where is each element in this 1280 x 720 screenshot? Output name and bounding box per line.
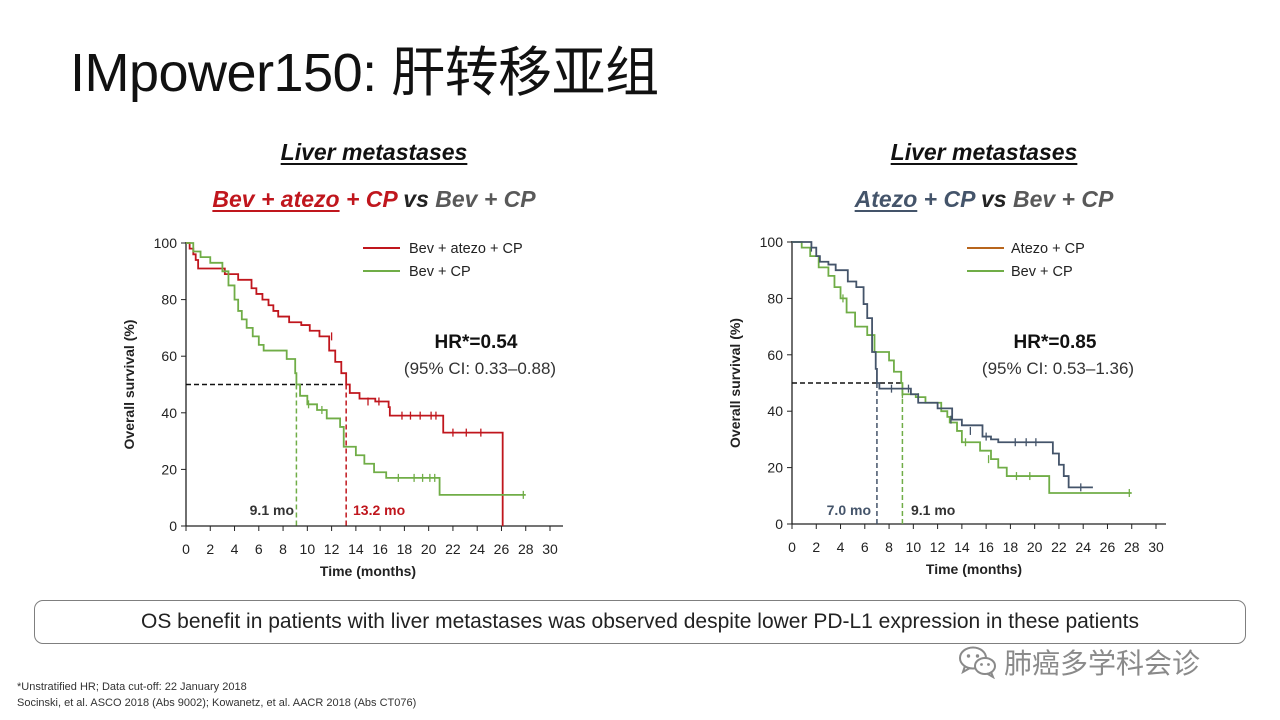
x-tick-label: 2 — [812, 539, 820, 555]
km-chart-1: 0 2 4 6 8 10 12 14 16 18 20 22 24 26 28 30020406080100T… — [121, 235, 563, 579]
median-label: 13.2 mo — [353, 502, 405, 518]
survival-curve — [186, 242, 526, 496]
y-tick-label: 20 — [767, 460, 783, 476]
confidence-interval-label: (95% CI: 0.53–1.36) — [982, 359, 1134, 378]
y-tick-label: 60 — [161, 348, 177, 364]
x-tick-label: 14 — [348, 541, 364, 557]
x-tick-label: 12 — [324, 541, 340, 557]
panel-1-arm-a-suffix: + CP — [339, 186, 397, 212]
x-tick-label: 2 — [206, 541, 214, 557]
x-tick-label: 6 — [861, 539, 869, 555]
y-tick-label: 40 — [767, 403, 783, 419]
y-axis-title: Overall survival (%) — [727, 318, 743, 448]
x-tick-label: 0 — [182, 541, 190, 557]
panel-2-arm-a-suffix: + CP — [917, 186, 975, 212]
x-tick-label: 26 — [494, 541, 510, 557]
y-axis-title: Overall survival (%) — [121, 320, 137, 450]
x-tick-label: 22 — [1051, 539, 1067, 555]
y-tick-label: 0 — [775, 516, 783, 532]
survival-curve — [792, 241, 1093, 489]
y-tick-label: 100 — [760, 234, 784, 250]
legend-label: Bev + atezo + CP — [409, 241, 523, 257]
median-label: 9.1 mo — [911, 502, 955, 518]
legend-label: Bev + CP — [1011, 264, 1073, 280]
x-tick-label: 20 — [421, 541, 437, 557]
hazard-ratio-label: HR*=0.54 — [435, 332, 518, 353]
x-tick-label: 26 — [1100, 539, 1116, 555]
x-tick-label: 28 — [518, 541, 534, 557]
km-chart-2: 0 2 4 6 8 10 12 14 16 18 20 22 24 26 28 30020406080100T… — [727, 234, 1166, 577]
x-tick-label: 22 — [445, 541, 461, 557]
panel-1-arm-a: Bev + atezo — [212, 186, 340, 212]
watermark: 肺癌多学科会诊 — [958, 642, 1200, 682]
x-tick-label: 8 — [279, 541, 287, 557]
x-tick-label: 24 — [1075, 539, 1091, 555]
y-tick-label: 100 — [154, 235, 178, 251]
x-tick-label: 16 — [372, 541, 388, 557]
y-tick-label: 80 — [767, 290, 783, 306]
x-tick-label: 30 — [542, 541, 558, 557]
panel-2-heading: Liver metastases — [724, 139, 1244, 166]
conclusion-box: OS benefit in patients with liver metast… — [34, 600, 1246, 644]
legend-label: Bev + CP — [409, 264, 471, 280]
legend-label: Atezo + CP — [1011, 241, 1085, 257]
x-tick-label: 16 — [978, 539, 994, 555]
x-tick-label: 30 — [1148, 539, 1164, 555]
x-tick-label: 4 — [837, 539, 845, 555]
survival-curve — [792, 241, 1132, 494]
x-axis-title: Time (months) — [926, 561, 1022, 577]
panel-1-heading: Liver metastases — [114, 139, 634, 166]
x-tick-label: 24 — [469, 541, 485, 557]
confidence-interval-label: (95% CI: 0.33–0.88) — [404, 359, 556, 378]
watermark-text: 肺癌多学科会诊 — [1004, 648, 1201, 679]
y-tick-label: 80 — [161, 292, 177, 308]
survival-curve — [186, 242, 504, 526]
panel-2-subgroup-title: Liver metastases — [890, 139, 1078, 165]
panel-2-arm-b: Bev + CP — [1012, 186, 1114, 212]
x-tick-label: 14 — [954, 539, 970, 555]
km-charts: 0 2 4 6 8 10 12 14 16 18 20 22 24 26 28 30020406080100T… — [121, 234, 1166, 579]
x-tick-label: 10 — [906, 539, 922, 555]
footnote-hr: *Unstratified HR; Data cut-off: 22 Janua… — [17, 681, 247, 693]
panel-2-comparison: Atezo + CP vs Bev + CP — [724, 186, 1244, 213]
footnote-references: Socinski, et al. ASCO 2018 (Abs 9002); K… — [17, 697, 417, 709]
y-tick-label: 0 — [169, 518, 177, 534]
x-axis-title: Time (months) — [320, 563, 416, 579]
panel-2-vs: vs — [974, 186, 1013, 212]
hazard-ratio-label: HR*=0.85 — [1014, 332, 1097, 353]
x-tick-label: 6 — [255, 541, 263, 557]
panel-1-subgroup-title: Liver metastases — [280, 139, 468, 165]
panel-2-arm-a: Atezo — [854, 186, 918, 212]
y-tick-label: 40 — [161, 405, 177, 421]
x-tick-label: 28 — [1124, 539, 1140, 555]
y-tick-label: 20 — [161, 461, 177, 477]
x-tick-label: 0 — [788, 539, 796, 555]
panel-1-vs: vs — [396, 186, 436, 212]
median-label: 7.0 mo — [827, 502, 871, 518]
x-tick-label: 18 — [1003, 539, 1019, 555]
x-tick-label: 10 — [300, 541, 316, 557]
panel-1-arm-b: Bev + CP — [435, 186, 536, 212]
x-tick-label: 20 — [1027, 539, 1043, 555]
panel-1-comparison: Bev + atezo + CP vs Bev + CP — [114, 186, 634, 213]
wechat-icon — [959, 646, 996, 679]
x-tick-label: 8 — [885, 539, 893, 555]
page-title: IMpower150: 肝转移亚组 — [70, 43, 659, 103]
x-tick-label: 18 — [397, 541, 413, 557]
conclusion-text: OS benefit in patients with liver metast… — [140, 610, 1139, 633]
y-tick-label: 60 — [767, 347, 783, 363]
median-label: 9.1 mo — [250, 502, 294, 518]
x-tick-label: 12 — [930, 539, 946, 555]
x-tick-label: 4 — [231, 541, 239, 557]
